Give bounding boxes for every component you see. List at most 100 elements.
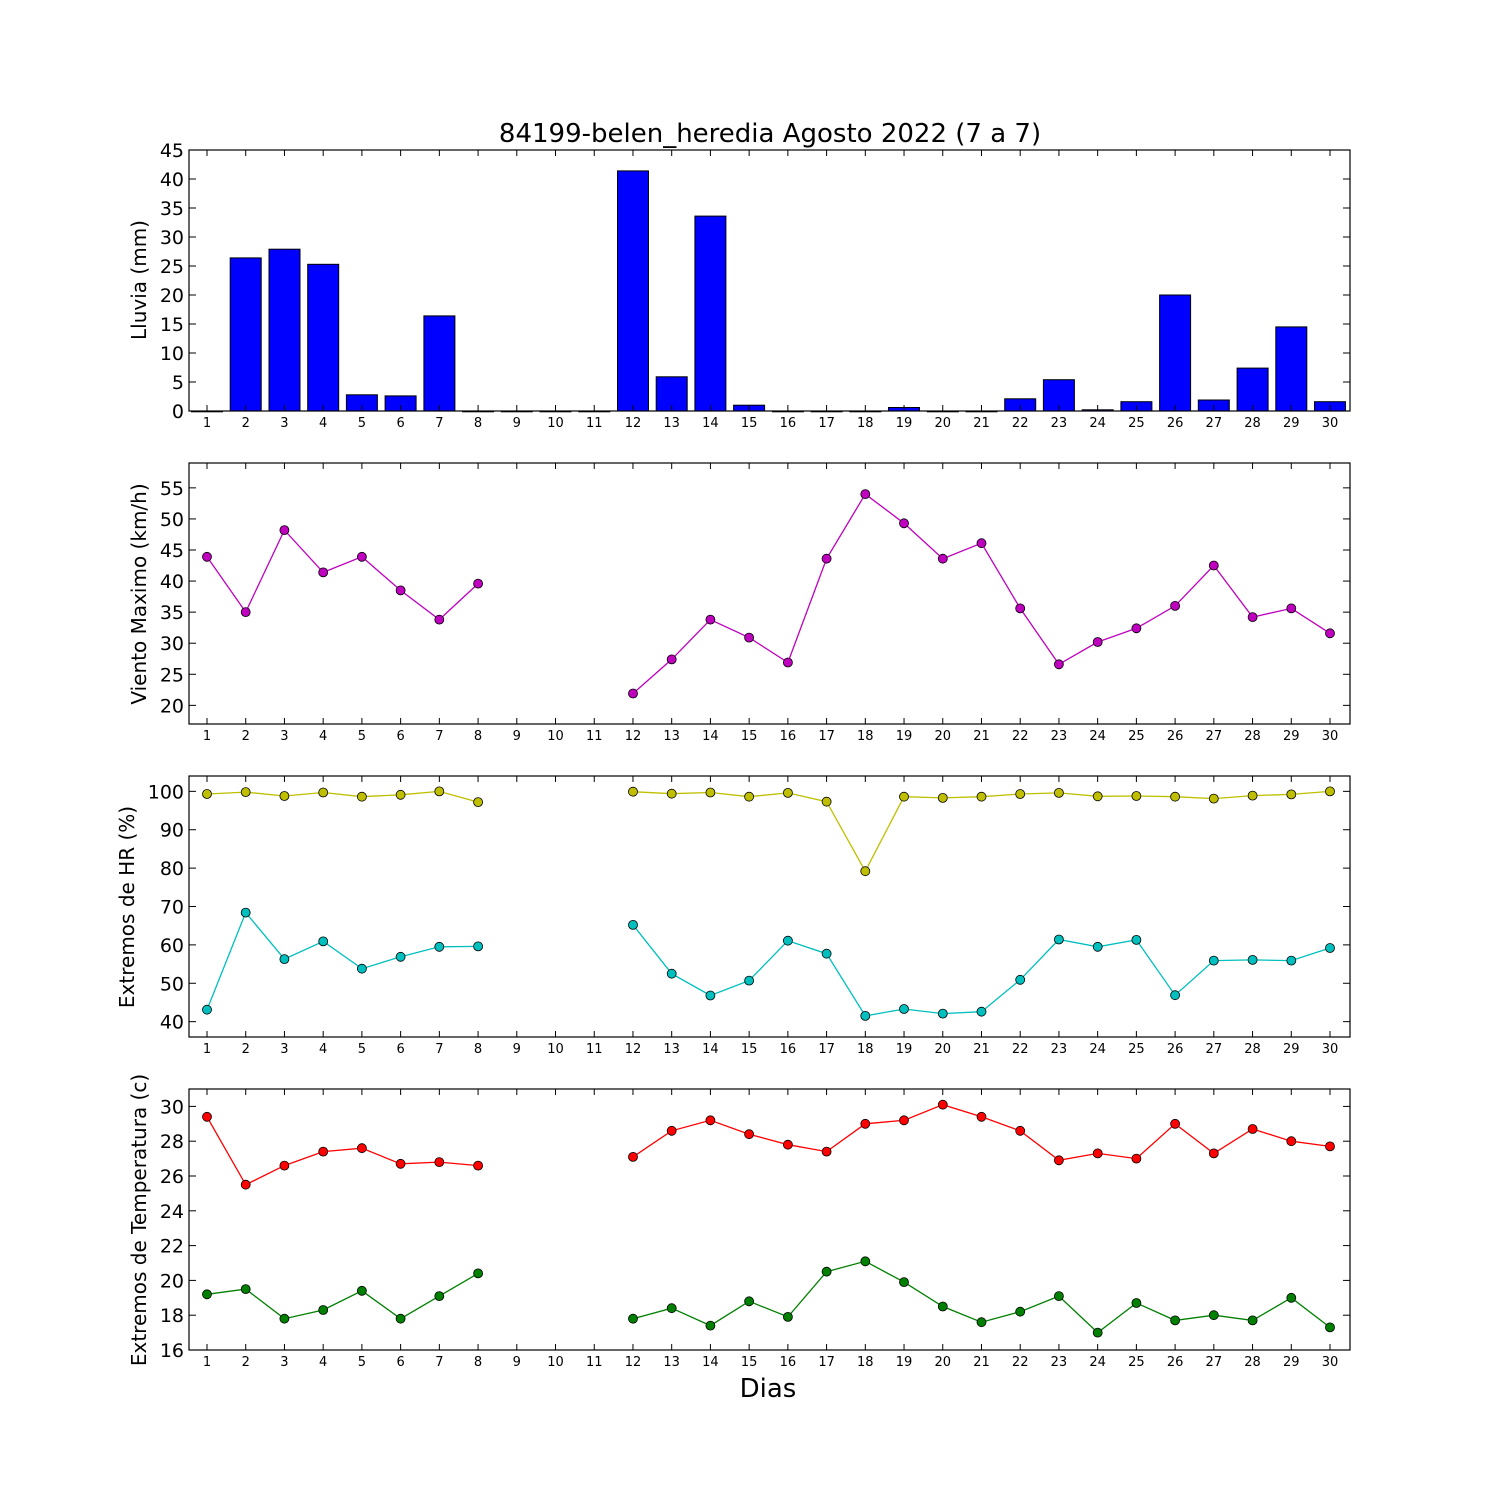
wind-xtick-label: 4 xyxy=(319,729,327,744)
rain-xtick-label: 27 xyxy=(1206,416,1223,431)
humidity-series-0-point xyxy=(1247,790,1258,801)
temperature-series-0-point xyxy=(395,1158,406,1169)
temperature-ytick-label: 22 xyxy=(160,1236,184,1258)
temperature-xtick-label: 24 xyxy=(1089,1355,1106,1370)
humidity-series-0-line xyxy=(206,790,479,803)
temperature-series-1-point xyxy=(666,1303,677,1314)
temperature-xtick-label: 2 xyxy=(242,1355,250,1370)
wind-xtick-label: 26 xyxy=(1167,729,1184,744)
rain-xtick-label: 6 xyxy=(396,416,404,431)
humidity-xtick-label: 27 xyxy=(1206,1042,1223,1057)
humidity-xtick-label: 21 xyxy=(973,1042,990,1057)
humidity-series-1-point xyxy=(434,941,445,952)
wind-xtick-label: 11 xyxy=(586,729,603,744)
humidity-series-0-point xyxy=(1325,786,1335,797)
temperature-ylabel: Extremos de Temperatura (c) xyxy=(127,1074,151,1366)
wind-xtick-label: 24 xyxy=(1089,729,1106,744)
wind-series-0-point xyxy=(937,553,948,564)
humidity-xtick-label: 22 xyxy=(1012,1042,1029,1057)
rain-plot-frame xyxy=(188,149,1351,412)
temperature-xtick-label: 6 xyxy=(396,1355,404,1370)
rain-ytick-label: 5 xyxy=(172,372,184,394)
wind-xtick-label: 14 xyxy=(702,729,719,744)
humidity-series-1-point xyxy=(1170,990,1180,1001)
wind-series-0-point xyxy=(1015,603,1026,614)
wind-xtick-label: 1 xyxy=(203,729,211,744)
wind-series-0-point xyxy=(356,551,367,562)
temperature-series-0-point xyxy=(937,1099,948,1110)
temperature-series-1-point xyxy=(1131,1298,1142,1308)
temperature-ytick-label: 30 xyxy=(160,1096,184,1118)
rain-ylabel: Lluvia (mm) xyxy=(127,220,151,340)
humidity-xtick-label: 19 xyxy=(896,1042,913,1057)
humidity-xtick-label: 8 xyxy=(474,1042,482,1057)
rain-ytick-label: 35 xyxy=(160,198,184,220)
humidity-series-0-point xyxy=(1092,791,1103,802)
temperature-series-0-point xyxy=(202,1111,212,1122)
wind-xtick-label: 23 xyxy=(1051,729,1068,744)
humidity-series-0-point xyxy=(202,789,212,799)
temperature-xtick-label: 30 xyxy=(1322,1355,1339,1370)
rain-xtick-label: 17 xyxy=(818,416,835,431)
temperature-ytick-label: 16 xyxy=(160,1340,184,1362)
temperature-series-0-point xyxy=(1170,1118,1180,1129)
temperature-xtick-label: 13 xyxy=(663,1355,680,1370)
humidity-series-0-point xyxy=(744,791,754,802)
rain-xtick-label: 22 xyxy=(1012,416,1029,431)
wind-xtick-label: 9 xyxy=(513,729,521,744)
rain-ytick-label: 0 xyxy=(172,401,184,423)
humidity-xtick-label: 25 xyxy=(1128,1042,1145,1057)
rain-xtick-label: 4 xyxy=(319,416,327,431)
temperature-series-1-point xyxy=(705,1320,716,1331)
figure-title: 84199-belen_heredia Agosto 2022 (7 a 7) xyxy=(499,119,1041,149)
humidity-xtick-label: 23 xyxy=(1051,1042,1068,1057)
rain-xtick-label: 3 xyxy=(280,416,288,431)
humidity-series-1-point xyxy=(1247,955,1258,965)
wind-xtick-label: 8 xyxy=(474,729,482,744)
humidity-xtick-label: 16 xyxy=(780,1042,797,1057)
wind-series-0-line xyxy=(632,493,1331,694)
wind-series-0-point xyxy=(279,525,290,535)
temperature-series-0-point xyxy=(899,1115,909,1126)
temperature-series-0-point xyxy=(860,1118,871,1129)
humidity-xtick-label: 15 xyxy=(741,1042,758,1057)
rain-xtick-label: 2 xyxy=(242,416,250,431)
humidity-series-1-point xyxy=(1054,934,1064,945)
temperature-series-1-point xyxy=(1092,1327,1103,1338)
temperature-xtick-label: 17 xyxy=(818,1355,835,1370)
wind-ytick-label: 40 xyxy=(160,571,184,593)
wind-xtick-label: 30 xyxy=(1322,729,1339,744)
temperature-series-1-point xyxy=(240,1284,251,1294)
wind-series-0-point xyxy=(705,614,716,625)
rain-ytick-label: 30 xyxy=(160,227,184,249)
rain-ytick-label: 40 xyxy=(160,169,184,191)
wind-series-0-point xyxy=(783,657,793,668)
temperature-series-1-point xyxy=(899,1277,909,1287)
temperature-series-1-point xyxy=(976,1317,987,1328)
wind-xtick-label: 12 xyxy=(625,729,642,744)
humidity-xtick-label: 10 xyxy=(547,1042,564,1057)
wind-series-0-point xyxy=(1208,560,1219,571)
temperature-series-1-point xyxy=(1170,1315,1180,1326)
temperature-xtick-label: 26 xyxy=(1167,1355,1184,1370)
temperature-series-1-point xyxy=(356,1285,367,1296)
temperature-series-0-point xyxy=(1247,1124,1258,1134)
humidity-series-0-point xyxy=(860,866,871,877)
humidity-series-0-point xyxy=(783,788,793,798)
humidity-ytick-label: 60 xyxy=(160,935,184,957)
wind-xtick-label: 5 xyxy=(358,729,366,744)
humidity-series-0-point xyxy=(1170,791,1180,802)
temperature-series-1-point xyxy=(821,1266,832,1277)
rain-xtick-label: 5 xyxy=(358,416,366,431)
temperature-series-0-point xyxy=(1054,1155,1064,1166)
temperature-series-1-point xyxy=(279,1313,290,1324)
wind-series-0-point xyxy=(1131,623,1142,634)
humidity-ytick-label: 80 xyxy=(160,858,184,880)
temperature-xtick-label: 3 xyxy=(280,1355,288,1370)
wind-xtick-label: 27 xyxy=(1206,729,1223,744)
temperature-series-1-point xyxy=(473,1268,484,1279)
rain-bar xyxy=(229,257,262,412)
humidity-series-1-point xyxy=(1131,935,1142,945)
